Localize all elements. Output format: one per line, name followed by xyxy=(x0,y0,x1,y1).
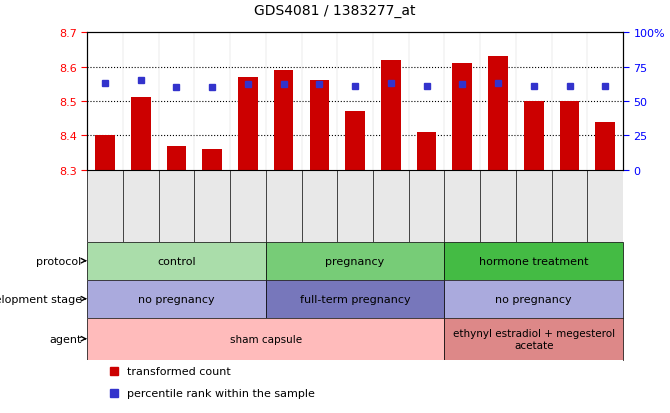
Text: control: control xyxy=(157,256,196,266)
Bar xyxy=(274,71,293,170)
Bar xyxy=(444,242,623,280)
Text: no pregnancy: no pregnancy xyxy=(138,294,215,304)
Bar xyxy=(596,122,615,170)
Bar xyxy=(202,150,222,170)
Text: hormone treatment: hormone treatment xyxy=(479,256,588,266)
Bar xyxy=(87,318,444,360)
Text: full-term pregnancy: full-term pregnancy xyxy=(299,294,411,304)
Bar xyxy=(444,318,623,360)
Bar xyxy=(87,242,266,280)
Text: transformed count: transformed count xyxy=(127,366,231,376)
Bar xyxy=(417,133,436,170)
Bar xyxy=(381,60,401,170)
Text: no pregnancy: no pregnancy xyxy=(495,294,572,304)
Text: percentile rank within the sample: percentile rank within the sample xyxy=(127,389,315,399)
Text: protocol: protocol xyxy=(36,256,82,266)
Text: sham capsule: sham capsule xyxy=(230,334,302,344)
Bar xyxy=(87,280,266,318)
Text: development stage: development stage xyxy=(0,294,82,304)
Bar xyxy=(488,57,508,170)
Bar xyxy=(238,78,258,170)
Bar xyxy=(559,102,580,170)
Bar xyxy=(266,280,444,318)
Text: ethynyl estradiol + megesterol
acetate: ethynyl estradiol + megesterol acetate xyxy=(453,328,615,350)
Bar xyxy=(444,280,623,318)
Text: GDS4081 / 1383277_at: GDS4081 / 1383277_at xyxy=(254,4,416,18)
Bar xyxy=(95,136,115,170)
Bar xyxy=(524,102,543,170)
Bar xyxy=(131,98,151,170)
Text: agent: agent xyxy=(50,334,82,344)
Bar xyxy=(345,112,365,170)
Bar xyxy=(266,242,444,280)
Text: pregnancy: pregnancy xyxy=(326,256,385,266)
Bar xyxy=(452,64,472,170)
Bar xyxy=(310,81,329,170)
Bar xyxy=(167,146,186,170)
